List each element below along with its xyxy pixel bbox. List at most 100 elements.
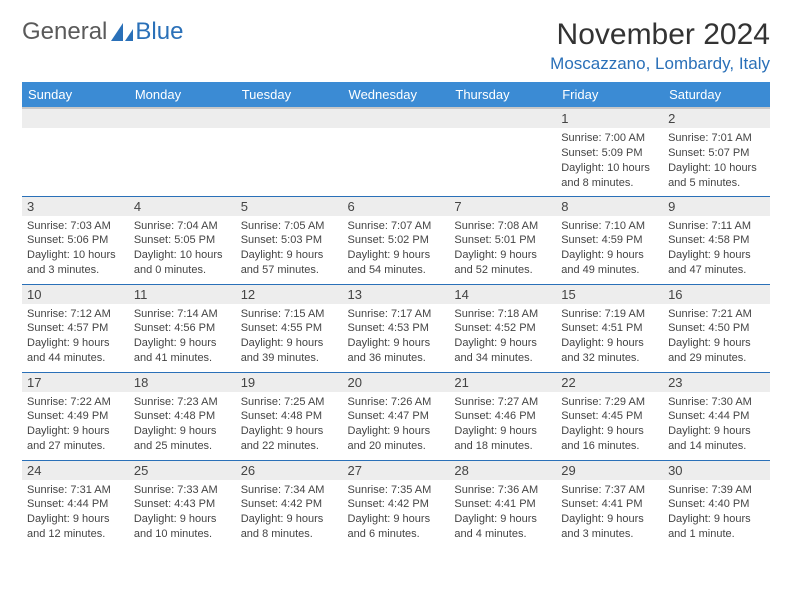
sunset-line: Sunset: 4:56 PM	[134, 321, 231, 336]
daylight-line: Daylight: 9 hours and 54 minutes.	[348, 248, 445, 278]
day-number: 14	[449, 285, 556, 304]
sunrise-line: Sunrise: 7:10 AM	[561, 219, 658, 234]
day-details: Sunrise: 7:10 AMSunset: 4:59 PMDaylight:…	[556, 216, 663, 281]
day-number	[129, 109, 236, 128]
daylight-line: Daylight: 9 hours and 22 minutes.	[241, 424, 338, 454]
daylight-line: Daylight: 9 hours and 20 minutes.	[348, 424, 445, 454]
calendar-cell: 26Sunrise: 7:34 AMSunset: 4:42 PMDayligh…	[236, 460, 343, 548]
day-number: 13	[343, 285, 450, 304]
calendar-cell: 30Sunrise: 7:39 AMSunset: 4:40 PMDayligh…	[663, 460, 770, 548]
day-details: Sunrise: 7:37 AMSunset: 4:41 PMDaylight:…	[556, 480, 663, 545]
day-number: 2	[663, 109, 770, 128]
day-details: Sunrise: 7:03 AMSunset: 5:06 PMDaylight:…	[22, 216, 129, 281]
sunrise-line: Sunrise: 7:15 AM	[241, 307, 338, 322]
sunrise-line: Sunrise: 7:35 AM	[348, 483, 445, 498]
calendar-cell: 16Sunrise: 7:21 AMSunset: 4:50 PMDayligh…	[663, 284, 770, 372]
day-details: Sunrise: 7:25 AMSunset: 4:48 PMDaylight:…	[236, 392, 343, 457]
calendar-cell	[343, 108, 450, 196]
day-number: 22	[556, 373, 663, 392]
sunrise-line: Sunrise: 7:30 AM	[668, 395, 765, 410]
sunrise-line: Sunrise: 7:29 AM	[561, 395, 658, 410]
sunrise-line: Sunrise: 7:25 AM	[241, 395, 338, 410]
day-details: Sunrise: 7:21 AMSunset: 4:50 PMDaylight:…	[663, 304, 770, 369]
sunset-line: Sunset: 4:48 PM	[134, 409, 231, 424]
daylight-line: Daylight: 9 hours and 41 minutes.	[134, 336, 231, 366]
calendar-cell: 28Sunrise: 7:36 AMSunset: 4:41 PMDayligh…	[449, 460, 556, 548]
day-details: Sunrise: 7:22 AMSunset: 4:49 PMDaylight:…	[22, 392, 129, 457]
daylight-line: Daylight: 10 hours and 8 minutes.	[561, 161, 658, 191]
day-details: Sunrise: 7:31 AMSunset: 4:44 PMDaylight:…	[22, 480, 129, 545]
sunrise-line: Sunrise: 7:23 AM	[134, 395, 231, 410]
sunset-line: Sunset: 4:57 PM	[27, 321, 124, 336]
weekday-header: Sunday	[22, 82, 129, 108]
day-number: 26	[236, 461, 343, 480]
weekday-header: Wednesday	[343, 82, 450, 108]
day-details: Sunrise: 7:01 AMSunset: 5:07 PMDaylight:…	[663, 128, 770, 193]
day-details: Sunrise: 7:14 AMSunset: 4:56 PMDaylight:…	[129, 304, 236, 369]
day-details: Sunrise: 7:05 AMSunset: 5:03 PMDaylight:…	[236, 216, 343, 281]
sunset-line: Sunset: 4:41 PM	[561, 497, 658, 512]
sunrise-line: Sunrise: 7:00 AM	[561, 131, 658, 146]
day-number: 28	[449, 461, 556, 480]
daylight-line: Daylight: 9 hours and 6 minutes.	[348, 512, 445, 542]
sunset-line: Sunset: 4:42 PM	[241, 497, 338, 512]
calendar-row: 3Sunrise: 7:03 AMSunset: 5:06 PMDaylight…	[22, 196, 770, 284]
sunset-line: Sunset: 4:48 PM	[241, 409, 338, 424]
calendar-cell: 1Sunrise: 7:00 AMSunset: 5:09 PMDaylight…	[556, 108, 663, 196]
day-number: 6	[343, 197, 450, 216]
day-number: 5	[236, 197, 343, 216]
calendar-cell: 14Sunrise: 7:18 AMSunset: 4:52 PMDayligh…	[449, 284, 556, 372]
day-details: Sunrise: 7:07 AMSunset: 5:02 PMDaylight:…	[343, 216, 450, 281]
sunrise-line: Sunrise: 7:33 AM	[134, 483, 231, 498]
day-details: Sunrise: 7:29 AMSunset: 4:45 PMDaylight:…	[556, 392, 663, 457]
month-title: November 2024	[550, 18, 770, 52]
calendar-cell: 29Sunrise: 7:37 AMSunset: 4:41 PMDayligh…	[556, 460, 663, 548]
calendar-cell: 6Sunrise: 7:07 AMSunset: 5:02 PMDaylight…	[343, 196, 450, 284]
day-number: 9	[663, 197, 770, 216]
daylight-line: Daylight: 9 hours and 57 minutes.	[241, 248, 338, 278]
sunset-line: Sunset: 4:51 PM	[561, 321, 658, 336]
sunrise-line: Sunrise: 7:04 AM	[134, 219, 231, 234]
sunrise-line: Sunrise: 7:14 AM	[134, 307, 231, 322]
calendar-cell: 15Sunrise: 7:19 AMSunset: 4:51 PMDayligh…	[556, 284, 663, 372]
daylight-line: Daylight: 9 hours and 52 minutes.	[454, 248, 551, 278]
sunset-line: Sunset: 5:06 PM	[27, 233, 124, 248]
day-details: Sunrise: 7:12 AMSunset: 4:57 PMDaylight:…	[22, 304, 129, 369]
sunrise-line: Sunrise: 7:08 AM	[454, 219, 551, 234]
sunset-line: Sunset: 4:58 PM	[668, 233, 765, 248]
day-details: Sunrise: 7:19 AMSunset: 4:51 PMDaylight:…	[556, 304, 663, 369]
day-details: Sunrise: 7:00 AMSunset: 5:09 PMDaylight:…	[556, 128, 663, 193]
sunset-line: Sunset: 4:42 PM	[348, 497, 445, 512]
sunrise-line: Sunrise: 7:07 AM	[348, 219, 445, 234]
sunset-line: Sunset: 4:43 PM	[134, 497, 231, 512]
weekday-header: Monday	[129, 82, 236, 108]
calendar-cell: 22Sunrise: 7:29 AMSunset: 4:45 PMDayligh…	[556, 372, 663, 460]
weekday-header: Saturday	[663, 82, 770, 108]
calendar-row: 1Sunrise: 7:00 AMSunset: 5:09 PMDaylight…	[22, 108, 770, 196]
calendar-cell: 4Sunrise: 7:04 AMSunset: 5:05 PMDaylight…	[129, 196, 236, 284]
day-number: 10	[22, 285, 129, 304]
sunrise-line: Sunrise: 7:12 AM	[27, 307, 124, 322]
calendar-cell: 13Sunrise: 7:17 AMSunset: 4:53 PMDayligh…	[343, 284, 450, 372]
sunset-line: Sunset: 5:05 PM	[134, 233, 231, 248]
day-number: 12	[236, 285, 343, 304]
day-number: 29	[556, 461, 663, 480]
daylight-line: Daylight: 9 hours and 25 minutes.	[134, 424, 231, 454]
day-number: 15	[556, 285, 663, 304]
day-details: Sunrise: 7:08 AMSunset: 5:01 PMDaylight:…	[449, 216, 556, 281]
sunrise-line: Sunrise: 7:11 AM	[668, 219, 765, 234]
calendar-cell: 20Sunrise: 7:26 AMSunset: 4:47 PMDayligh…	[343, 372, 450, 460]
day-details: Sunrise: 7:11 AMSunset: 4:58 PMDaylight:…	[663, 216, 770, 281]
calendar-cell: 10Sunrise: 7:12 AMSunset: 4:57 PMDayligh…	[22, 284, 129, 372]
daylight-line: Daylight: 9 hours and 36 minutes.	[348, 336, 445, 366]
daylight-line: Daylight: 9 hours and 34 minutes.	[454, 336, 551, 366]
daylight-line: Daylight: 9 hours and 27 minutes.	[27, 424, 124, 454]
day-number	[236, 109, 343, 128]
day-number: 11	[129, 285, 236, 304]
day-number	[22, 109, 129, 128]
sunrise-line: Sunrise: 7:22 AM	[27, 395, 124, 410]
sunrise-line: Sunrise: 7:18 AM	[454, 307, 551, 322]
day-number: 21	[449, 373, 556, 392]
daylight-line: Daylight: 9 hours and 49 minutes.	[561, 248, 658, 278]
sunset-line: Sunset: 4:44 PM	[27, 497, 124, 512]
